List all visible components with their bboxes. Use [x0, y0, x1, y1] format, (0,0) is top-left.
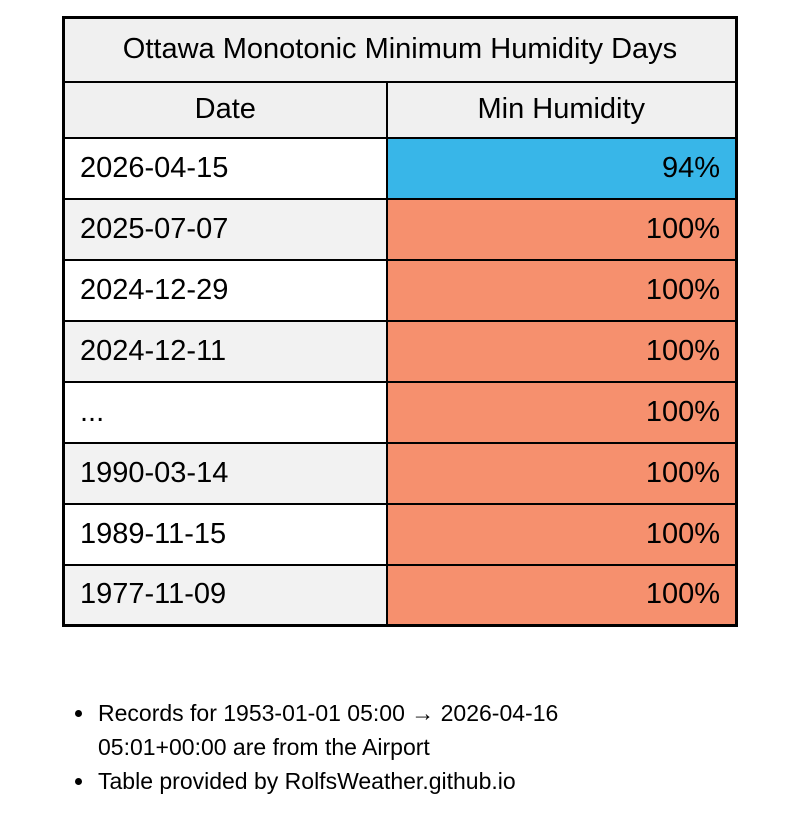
date-cell: ...	[62, 380, 388, 444]
humidity-cell: 100%	[385, 319, 738, 383]
column-header-date: Date	[62, 80, 388, 139]
humidity-cell: 100%	[385, 258, 738, 322]
table-row: 1989-11-15 100%	[62, 502, 738, 566]
humidity-cell: 100%	[385, 563, 738, 627]
date-cell: 1977-11-09	[62, 563, 388, 627]
table-body: 2026-04-15 94% 2025-07-07 100% 2024-12-29 100…	[62, 136, 738, 627]
header-row: Date Min Humidity	[62, 80, 738, 139]
table-row: 1977-11-09 100%	[62, 563, 738, 627]
date-cell: 2024-12-11	[62, 319, 388, 383]
table-row: 2026-04-15 94%	[62, 136, 738, 200]
humidity-cell: 94%	[385, 136, 738, 200]
table-row: ... 100%	[62, 380, 738, 444]
table-row: 2025-07-07 100%	[62, 197, 738, 261]
humidity-table: Ottawa Monotonic Minimum Humidity Days D…	[62, 16, 738, 627]
column-header-min-humidity: Min Humidity	[385, 80, 738, 139]
date-cell: 2026-04-15	[62, 136, 388, 200]
footnotes: Records for 1953-01-01 05:00 → 2026-04-1…	[66, 696, 626, 798]
date-cell: 1990-03-14	[62, 441, 388, 505]
table-row: 2024-12-29 100%	[62, 258, 738, 322]
table-title: Ottawa Monotonic Minimum Humidity Days	[62, 16, 738, 83]
date-cell: 1989-11-15	[62, 502, 388, 566]
humidity-cell: 100%	[385, 197, 738, 261]
table-row: 1990-03-14 100%	[62, 441, 738, 505]
footnote: Records for 1953-01-01 05:00 → 2026-04-1…	[96, 696, 626, 764]
date-cell: 2024-12-29	[62, 258, 388, 322]
humidity-cell: 100%	[385, 502, 738, 566]
humidity-cell: 100%	[385, 441, 738, 505]
footnote: Table provided by RolfsWeather.github.io	[96, 764, 626, 798]
humidity-cell: 100%	[385, 380, 738, 444]
table-row: 2024-12-11 100%	[62, 319, 738, 383]
date-cell: 2025-07-07	[62, 197, 388, 261]
title-row: Ottawa Monotonic Minimum Humidity Days	[62, 16, 738, 83]
